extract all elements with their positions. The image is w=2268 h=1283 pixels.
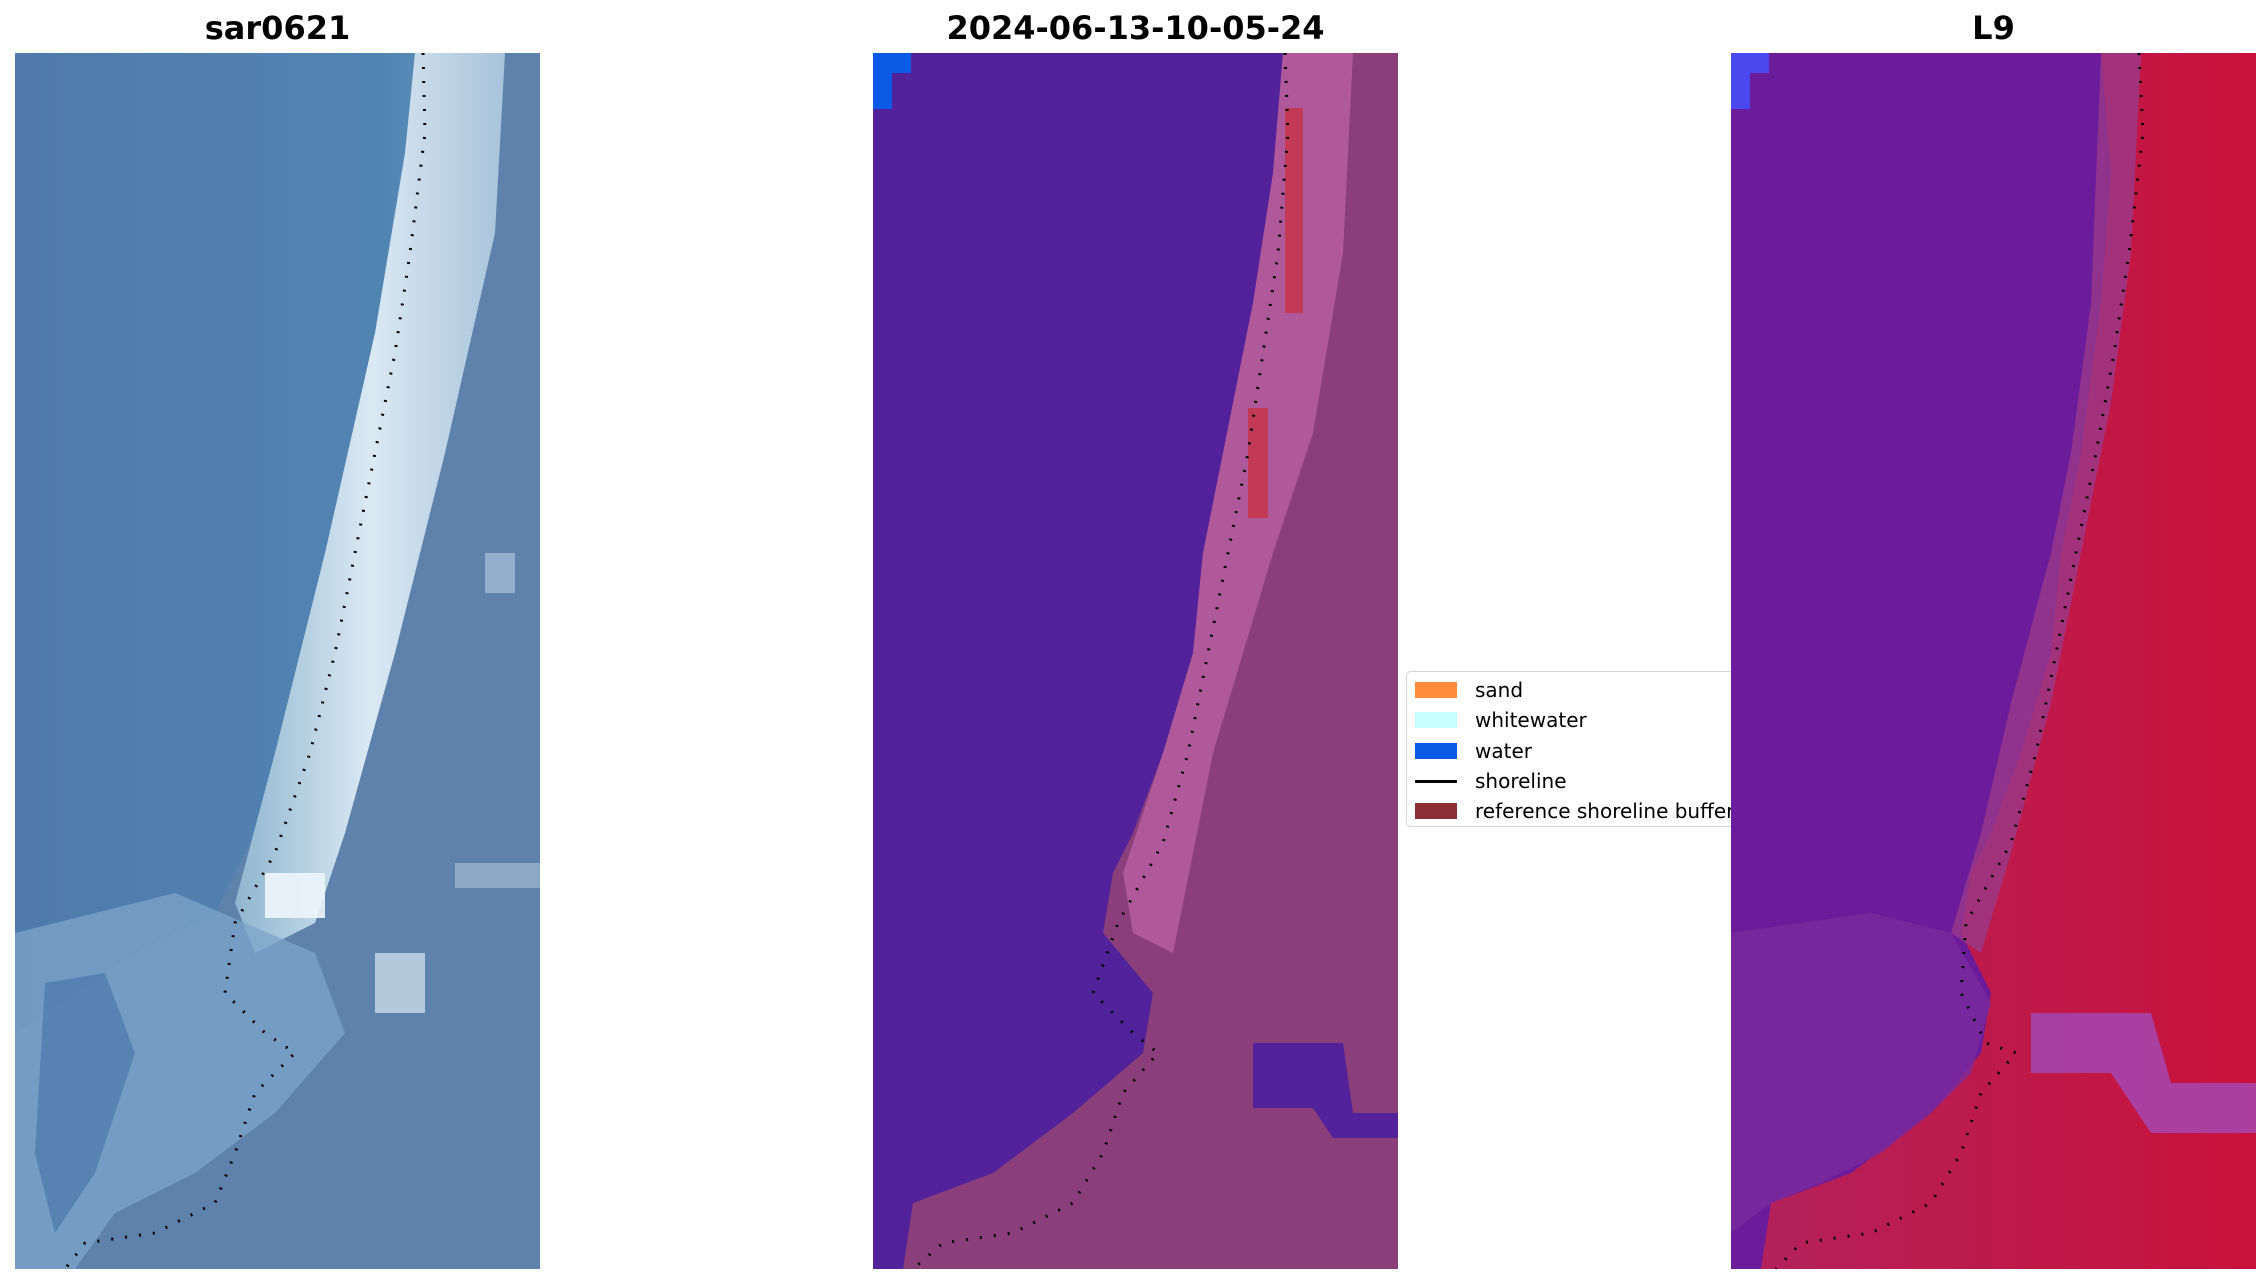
shoreline-dotted-line — [63, 53, 427, 1269]
legend-swatch-whitewater — [1415, 712, 1457, 728]
legend-line-shoreline — [1415, 779, 1457, 783]
legend-label-shoreline: shoreline — [1475, 769, 1567, 793]
false-color-image — [1731, 53, 2256, 1269]
legend-label-whitewater: whitewater — [1475, 708, 1587, 732]
legend-label-reference-buffer: reference shoreline buffer — [1475, 799, 1735, 823]
panel-title-classification: 2024-06-13-10-05-24 — [946, 9, 1325, 47]
classification-image — [873, 53, 1398, 1269]
water-pixel — [873, 73, 892, 109]
classification-panel — [873, 53, 1398, 1269]
legend-swatch-sand — [1415, 682, 1457, 698]
legend-item-sand: sand — [1415, 678, 1523, 702]
corner-pixel — [1731, 53, 1769, 73]
legend-item-water: water — [1415, 739, 1532, 763]
legend-swatch-water — [1415, 743, 1457, 759]
legend-item-whitewater: whitewater — [1415, 708, 1587, 732]
false-color-panel — [1731, 53, 2256, 1269]
legend: sand whitewater water shoreline referenc… — [1406, 671, 1736, 827]
legend-item-shoreline: shoreline — [1415, 769, 1567, 793]
buffer-patch — [1248, 408, 1268, 518]
legend-label-sand: sand — [1475, 678, 1524, 702]
rgb-image-panel — [15, 53, 540, 1269]
panel-title-false-color: L9 — [1972, 9, 2015, 47]
legend-swatch-reference-buffer — [1415, 803, 1457, 819]
rgb-image — [15, 53, 540, 1269]
legend-label-water: water — [1475, 739, 1532, 763]
legend-item-reference-buffer: reference shoreline buffer — [1415, 799, 1734, 823]
buffer-patch — [1285, 108, 1303, 313]
panel-title-rgb: sar0621 — [204, 9, 351, 47]
water-pixel — [873, 53, 911, 73]
corner-pixel — [1731, 73, 1750, 109]
